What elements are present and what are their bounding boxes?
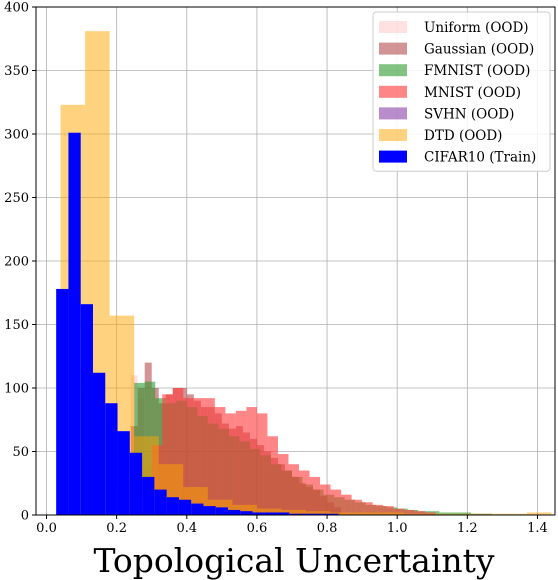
histogram-bar (117, 431, 130, 515)
histogram-bar (453, 513, 478, 515)
legend-label: Gaussian (OOD) (424, 42, 534, 58)
histogram-bar (193, 398, 205, 515)
histogram-bar (154, 489, 167, 515)
histogram-bar (299, 470, 310, 515)
legend-label: CIFAR10 (Train) (424, 150, 536, 166)
x-axis-title: Topological Uncertainty (93, 541, 494, 580)
histogram-bar (330, 512, 356, 515)
legend-swatch (379, 129, 407, 141)
histogram-bar (306, 511, 331, 515)
legend: Uniform (OOD) Gaussian (OOD) FMNIST (OOD) M… (372, 11, 551, 172)
legend-label: Uniform (OOD) (424, 20, 529, 36)
histogram-bar (404, 509, 415, 515)
y-tick-label: 150 (4, 318, 29, 333)
histogram-bar (80, 304, 93, 515)
histogram-bar (320, 484, 331, 515)
x-tick-label: 0.8 (317, 521, 338, 536)
histogram-bar (166, 497, 179, 515)
legend-label: DTD (OOD) (424, 128, 502, 144)
histogram-bar (526, 512, 552, 515)
histogram-bar (256, 508, 282, 515)
histogram-bar (56, 288, 69, 515)
y-tick-label: 350 (4, 64, 29, 79)
x-tick-label: 0.0 (36, 521, 57, 536)
histogram-bar (301, 513, 314, 515)
histogram-bar (372, 504, 384, 515)
histogram-bar (162, 394, 173, 515)
histogram-bar (351, 499, 363, 515)
histogram-bar (404, 513, 429, 515)
series-cifar10-train (56, 132, 339, 515)
histogram-bar (277, 512, 290, 515)
legend-swatch (379, 150, 407, 163)
histogram-bar (232, 504, 257, 515)
histogram-bar (68, 132, 81, 515)
histogram-bar (256, 413, 268, 515)
histogram-bar (129, 452, 143, 515)
legend-swatch (379, 21, 407, 33)
histogram-bar (191, 503, 204, 515)
histogram-bar (428, 513, 454, 515)
y-tick-label: 300 (4, 128, 29, 143)
histogram-bars (56, 31, 552, 515)
histogram-bar (252, 512, 265, 515)
histogram-bar (172, 388, 184, 515)
y-tick-label: 50 (12, 445, 29, 460)
histogram-bar (383, 506, 394, 515)
histogram-bar (277, 454, 289, 515)
histogram-bar (414, 511, 426, 515)
legend-box (372, 11, 551, 172)
histogram-bar (379, 512, 405, 515)
histogram-bar (105, 403, 118, 515)
histogram-bar (92, 372, 106, 515)
y-tick-label: 0 (21, 509, 29, 524)
legend-swatch (379, 85, 407, 98)
histogram-bar (330, 489, 342, 515)
histogram-bar (341, 494, 352, 515)
x-tick-label: 1.4 (527, 521, 548, 536)
x-tick-label: 0.2 (106, 521, 127, 536)
x-tick-label: 0.4 (176, 521, 197, 536)
histogram-bar (362, 502, 373, 515)
x-tick-label: 1.2 (457, 521, 478, 536)
histogram-bar (225, 413, 236, 515)
histogram-bar (281, 509, 307, 515)
legend-label: SVHN (OOD) (424, 106, 514, 122)
y-tick-label: 100 (4, 382, 29, 397)
histogram-bar (235, 410, 247, 515)
legend-swatch (379, 64, 407, 77)
legend-swatch (379, 42, 407, 55)
histogram-bar (288, 464, 300, 515)
histogram-bar (326, 513, 339, 515)
histogram-bar (502, 513, 527, 515)
legend-label: MNIST (OOD) (424, 85, 521, 101)
histogram-bar (246, 407, 257, 515)
histogram-bar (214, 407, 226, 515)
histogram-bar (240, 511, 253, 515)
y-tick-label: 200 (4, 255, 29, 270)
histogram-bar (267, 436, 278, 515)
histogram-bar (289, 513, 302, 515)
y-tick-label: 250 (4, 191, 29, 206)
histogram-bar (227, 509, 241, 515)
axis-ticks: 0.0 0.2 0.4 0.6 0.8 1.0 1.2 1.4 0 50 100 150 200 250 3… (4, 1, 548, 537)
y-tick-label: 400 (4, 1, 29, 16)
histogram-bar (204, 398, 215, 515)
histogram-bar (178, 499, 192, 515)
histogram-bar (313, 513, 327, 515)
legend-label: FMNIST (OOD) (424, 63, 530, 79)
legend-swatch (379, 107, 407, 120)
histogram-bar (355, 512, 380, 515)
histogram-bar (264, 512, 278, 515)
histogram-bar (215, 507, 228, 515)
histogram-bar (142, 476, 155, 515)
histogram-bar (477, 513, 503, 515)
x-tick-label: 0.6 (247, 521, 268, 536)
histogram-bar (203, 506, 216, 515)
histogram-bar (309, 476, 321, 515)
x-tick-label: 1.0 (387, 521, 408, 536)
histogram-bar (183, 398, 194, 515)
histogram-bar (393, 508, 405, 515)
